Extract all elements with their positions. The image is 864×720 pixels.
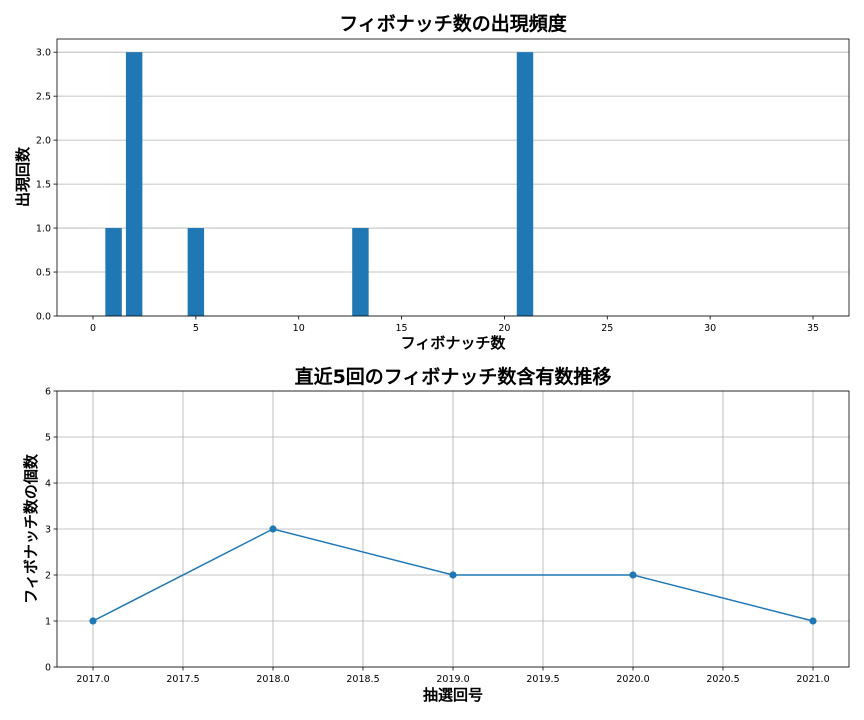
x-axis-label: 抽選回号 [423,686,483,704]
tick-group: 0 1 2 3 4 5 6 2017.0 2017.5 2018.0 2018.5 2019.0 201… [45,387,830,686]
chart-title: 直近5回のフィボナッチ数含有数推移 [295,365,612,388]
bar [516,52,534,316]
x-tick-label: 2017.5 [166,674,199,685]
data-point [629,571,637,579]
y-tick-label: 1 [45,617,51,628]
x-axis-label: フィボナッチ数 [401,334,507,352]
bar [352,228,369,316]
plot-frame [56,390,850,668]
y-tick-label: 0.0 [36,312,51,323]
bar [105,228,122,316]
bar-chart: フィボナッチ数の出現頻度 フィボナッチ数 出現回数 0.0 0.5 1.0 1.5 2.… [14,12,850,352]
y-tick-label: 1.5 [36,180,51,191]
y-tick-label: 6 [45,387,51,398]
y-tick-label: 3 [45,525,51,536]
y-tick-label: 2.5 [36,92,51,103]
y-tick-label: 2 [45,571,51,582]
y-tick-label: 1.0 [36,224,51,235]
y-tick-label: 5 [45,433,51,444]
y-tick-label: 4 [45,479,51,490]
line-series [89,525,817,625]
data-point [269,525,277,533]
grid-lines [57,51,849,317]
x-tick-label: 5 [193,323,199,334]
y-axis-label: 出現回数 [14,146,32,207]
grid-lines [57,390,849,668]
x-tick-label: 2017.0 [76,674,109,685]
data-point [89,617,97,625]
plot-frame [56,38,850,317]
x-tick-label: 30 [704,323,716,334]
y-tick-label: 0 [45,663,51,674]
x-tick-label: 0 [90,323,96,334]
y-axis-label: フィボナッチ数の個数 [22,453,40,604]
line-chart: 直近5回のフィボナッチ数含有数推移 抽選回号 フィボナッチ数の個数 0 1 2 3 4 5… [22,365,850,704]
data-point [449,571,457,579]
chart-title: フィボナッチ数の出現頻度 [339,12,568,35]
x-tick-label: 20 [498,323,510,334]
y-tick-label: 0.5 [36,268,51,279]
y-tick-label: 3.0 [36,48,51,59]
data-point [809,617,817,625]
x-tick-label: 15 [396,323,408,334]
bar-series [105,52,534,316]
x-tick-label: 2018.5 [346,674,379,685]
x-tick-label: 2020.0 [616,674,649,685]
bar [125,52,143,316]
bar [187,228,205,316]
x-tick-label: 10 [293,323,305,334]
tick-group: 0.0 0.5 1.0 1.5 2.0 2.5 3.0 0 5 10 15 20 25 30 35 [36,48,819,334]
x-tick-label: 2021.0 [796,674,829,685]
x-tick-label: 2019.0 [436,674,469,685]
x-tick-label: 25 [601,323,613,334]
x-tick-label: 2020.5 [706,674,739,685]
y-tick-label: 2.0 [36,136,51,147]
x-tick-label: 35 [807,323,819,334]
x-tick-label: 2018.0 [256,674,289,685]
x-tick-label: 2019.5 [526,674,559,685]
